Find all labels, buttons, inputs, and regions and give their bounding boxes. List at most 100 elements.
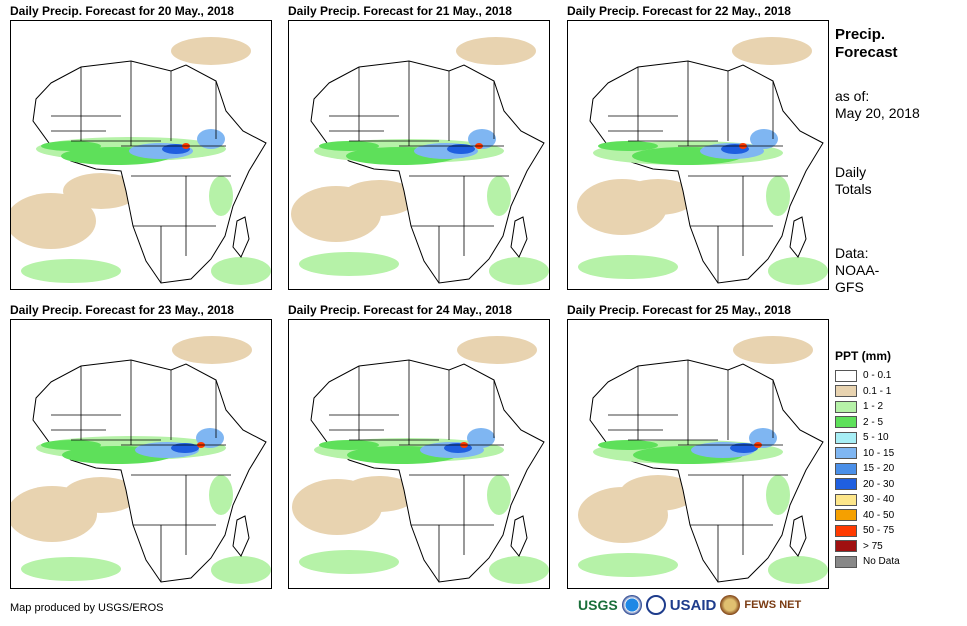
precip-area <box>41 440 101 450</box>
legend-item: No Data <box>835 554 900 570</box>
data-source-line3: GFS <box>835 279 864 295</box>
continent-outline <box>589 60 824 284</box>
precip-area <box>197 129 225 149</box>
precip-area <box>171 443 199 453</box>
precip-area <box>598 440 658 450</box>
legend-title: PPT (mm) <box>835 349 892 363</box>
legend-label: 50 - 75 <box>863 525 895 537</box>
island-outline <box>232 216 250 258</box>
precip-area <box>733 336 813 364</box>
forecast-title-line2: Forecast <box>835 44 898 61</box>
legend-item: 50 - 75 <box>835 523 900 539</box>
island-outline <box>789 216 807 258</box>
panel-title: Daily Precip. Forecast for 22 May., 2018 <box>567 4 791 18</box>
precip-area <box>750 129 778 149</box>
as-of-date: May 20, 2018 <box>835 105 920 121</box>
legend-label: 5 - 10 <box>863 432 889 444</box>
precip-area <box>447 144 475 154</box>
usaid-logo: USAID <box>669 596 717 614</box>
as-of-label: as of: <box>835 88 870 104</box>
legend-item: 2 - 5 <box>835 415 900 431</box>
precip-area <box>211 257 271 285</box>
precip-area <box>11 193 96 249</box>
precip-area <box>766 176 790 216</box>
legend-label: No Data <box>863 556 900 568</box>
precip-area <box>487 475 511 515</box>
legend-swatch <box>835 369 857 382</box>
continent-outline <box>310 359 545 583</box>
legend-swatch <box>835 400 857 413</box>
precip-area <box>172 336 252 364</box>
legend-swatch <box>835 509 857 522</box>
continent-outline <box>32 359 267 583</box>
fews-net-logo: FEWS NET <box>744 599 802 611</box>
legend-swatch <box>835 447 857 460</box>
legend-swatch <box>835 416 857 429</box>
legend-label: 2 - 5 <box>863 416 884 428</box>
panel-title: Daily Precip. Forecast for 20 May., 2018 <box>10 4 234 18</box>
precip-area <box>489 556 549 584</box>
precip-area <box>299 550 399 574</box>
legend-label: > 75 <box>863 540 883 552</box>
legend-label: 10 - 15 <box>863 447 895 459</box>
precip-area <box>768 556 828 584</box>
legend-label: 0.1 - 1 <box>863 385 892 397</box>
precip-area <box>456 37 536 65</box>
legend-item: > 75 <box>835 539 900 555</box>
usda-seal-icon <box>645 595 666 615</box>
legend-item: 15 - 20 <box>835 461 900 477</box>
legend-item: 1 - 2 <box>835 399 900 415</box>
legend-label: 15 - 20 <box>863 463 895 475</box>
legend-item: 20 - 30 <box>835 477 900 493</box>
precip-map <box>567 20 829 290</box>
precip-area <box>620 179 696 215</box>
precip-map <box>10 20 272 290</box>
precip-area <box>41 141 101 151</box>
data-source-line1: Data: <box>835 245 869 261</box>
data-source-line2: NOAA- <box>835 262 880 278</box>
precip-area <box>299 252 399 276</box>
precip-map <box>10 319 272 589</box>
legend-label: 30 - 40 <box>863 494 895 506</box>
legend-item: 40 - 50 <box>835 508 900 524</box>
precip-area <box>211 556 271 584</box>
continent-outline <box>32 60 267 284</box>
precip-area <box>171 37 251 65</box>
island-outline <box>510 515 528 557</box>
precip-area <box>730 443 758 453</box>
legend-item: 0.1 - 1 <box>835 384 900 400</box>
panel-title: Daily Precip. Forecast for 23 May., 2018 <box>10 303 234 317</box>
precip-area <box>732 37 812 65</box>
precip-area <box>620 475 696 511</box>
precip-area <box>489 257 549 285</box>
legend-label: 20 - 30 <box>863 478 895 490</box>
legend-label: 40 - 50 <box>863 509 895 521</box>
precip-area <box>209 475 233 515</box>
as-of-info: as of: May 20, 2018 <box>835 88 920 122</box>
precip-area <box>578 255 678 279</box>
legend-swatch <box>835 493 857 506</box>
legend-swatch <box>835 431 857 444</box>
legend-swatch <box>835 385 857 398</box>
legend-swatch <box>835 524 857 537</box>
forecast-title: Precip. Forecast <box>835 26 898 62</box>
legend-swatch <box>835 555 857 568</box>
credit-text: Map produced by USGS/EROS <box>10 602 164 614</box>
partner-logos: USGS USAID FEWS NET <box>578 595 801 615</box>
precip-map <box>288 319 550 589</box>
data-source: Data: NOAA- GFS <box>835 245 879 296</box>
precip-area <box>457 336 537 364</box>
legend-swatch <box>835 478 857 491</box>
precip-area <box>341 476 417 512</box>
precip-area <box>341 180 417 216</box>
totals-line1: Daily <box>835 164 867 180</box>
legend-label: 1 - 2 <box>863 401 884 413</box>
continent-outline <box>589 359 824 583</box>
precip-area <box>768 257 828 285</box>
panel-title: Daily Precip. Forecast for 25 May., 2018 <box>567 303 791 317</box>
precip-area <box>468 129 496 149</box>
totals-line2: Totals <box>835 181 872 197</box>
legend-item: 30 - 40 <box>835 492 900 508</box>
precip-area <box>766 475 790 515</box>
legend: PPT (mm) 0 - 0.1 0.1 - 1 1 - 2 2 - 5 5 - 10 1… <box>835 349 900 570</box>
